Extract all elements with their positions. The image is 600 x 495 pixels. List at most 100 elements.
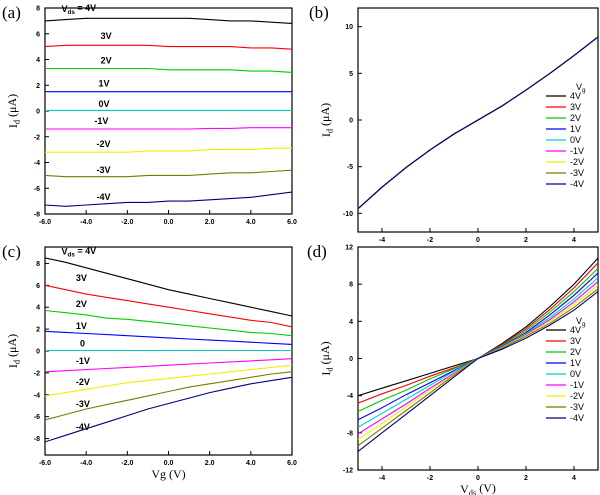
y-tick-label: 5: [349, 71, 353, 78]
chart-c: -6.0 -4.0 -2.0 0.0 2.0 4.0 6.0 -8 -6 -4 -2 0 2 4 6 8 Id …: [5, 246, 297, 481]
legend-title: Vg: [576, 316, 586, 328]
series-line--1V: [45, 358, 292, 373]
series-line-3V: [358, 262, 598, 404]
x-axis-label: Vg (V): [151, 467, 185, 481]
y-tick-label: 6: [36, 283, 40, 290]
series-annotation: Vds = 4V: [61, 246, 96, 259]
x-tick-label: 0.0: [164, 460, 174, 467]
series-annotation: -4V: [96, 192, 110, 202]
legend-label: -1V: [570, 146, 584, 156]
y-tick-label: -8: [347, 430, 353, 437]
series-line-0V: [358, 36, 598, 210]
x-tick-label: -2: [427, 475, 433, 482]
y-tick-label: -10: [343, 211, 353, 218]
series-annotation: 0: [80, 339, 85, 349]
legend-label: -3V: [570, 402, 584, 412]
series-line-2V: [45, 309, 292, 337]
x-tick-label: 0.0: [164, 219, 174, 226]
y-tick-label: -4: [347, 393, 353, 400]
legend-label: 3V: [570, 336, 581, 346]
series-line-4V: [358, 257, 598, 397]
y-axis-label: Id (μA): [318, 103, 335, 137]
x-tick-label: -2.0: [121, 219, 133, 226]
x-axis-label: Vds (V): [460, 481, 496, 495]
x-tick-label: -2: [427, 237, 433, 244]
series-line-2V: [45, 67, 292, 73]
y-tick-label: 0: [36, 109, 40, 116]
series-line--1V: [358, 280, 598, 435]
x-tick-label: 4.0: [246, 460, 256, 467]
y-tick-label: 0: [349, 356, 353, 363]
series-line--4V: [45, 191, 292, 207]
series-line-1V: [358, 36, 598, 210]
y-tick-label: 8: [36, 261, 40, 268]
x-tick-label: -6.0: [39, 460, 51, 467]
x-tick-label: -4: [379, 237, 385, 244]
series-line-4V: [45, 17, 292, 24]
series-annotation: -3V: [96, 165, 110, 175]
legend-label: -4V: [570, 179, 584, 189]
legend-label: 2V: [570, 347, 581, 357]
x-tick-label: -6.0: [39, 219, 51, 226]
series-line--2V: [358, 36, 598, 210]
series-annotation: -2V: [76, 377, 90, 387]
series-line-3V: [45, 284, 292, 328]
panel-label-d: (d): [307, 242, 327, 261]
x-tick-label: 4: [572, 475, 576, 482]
series-line-1V: [45, 330, 292, 345]
y-tick-label: -8: [34, 212, 40, 219]
legend-label: 3V: [570, 102, 581, 112]
legend-label: 0V: [570, 369, 581, 379]
legend-label: 1V: [570, 124, 581, 134]
series-annotation: 3V: [101, 31, 112, 41]
panel-label-b: (b): [309, 3, 329, 22]
y-axis-label: Id (μA): [5, 334, 22, 368]
legend-label: 1V: [570, 358, 581, 368]
x-tick-label: 2: [524, 237, 528, 244]
x-tick-label: 6.0: [287, 219, 297, 226]
x-tick-label: -4: [379, 475, 385, 482]
y-tick-label: 10: [345, 24, 353, 31]
series-line-2V: [358, 36, 598, 210]
series-line--1V: [358, 36, 598, 210]
y-tick-label: -6: [34, 186, 40, 193]
y-tick-label: -6: [34, 414, 40, 421]
y-axis-label: Id (μA): [5, 94, 22, 128]
series-line--4V: [358, 291, 598, 452]
x-tick-label: -4.0: [80, 460, 92, 467]
series-line--4V: [45, 376, 292, 443]
x-tick-label: 4: [572, 237, 576, 244]
legend-title: Vg: [576, 82, 586, 94]
y-tick-label: -8: [34, 436, 40, 443]
x-tick-label: 0: [476, 475, 480, 482]
y-tick-label: 6: [36, 31, 40, 38]
y-tick-label: 12: [345, 245, 353, 252]
x-tick-label: -2.0: [121, 460, 133, 467]
chart-d: -4 -2 0 2 4 -12 -8 -4 0 4 8 12 Id (μA) Vds (V) Vg4V3V2…: [318, 245, 599, 495]
panel-label-a: (a): [2, 3, 21, 22]
y-tick-label: 8: [36, 6, 40, 13]
series-annotation: 1V: [76, 321, 87, 331]
y-tick-label: 4: [36, 305, 40, 312]
series-line--1V: [45, 127, 292, 130]
series-line-3V: [45, 44, 292, 50]
y-tick-label: -2: [34, 370, 40, 377]
legend-label: -3V: [570, 168, 584, 178]
y-tick-label: -12: [343, 468, 353, 475]
y-tick-label: -4: [34, 160, 40, 167]
x-tick-label: 6.0: [287, 460, 297, 467]
x-tick-label: 2: [524, 475, 528, 482]
series-line--2V: [45, 364, 292, 397]
y-tick-label: -2: [34, 134, 40, 141]
y-axis-label: Id (μA): [318, 341, 335, 375]
y-tick-label: 2: [36, 83, 40, 90]
series-line-3V: [358, 36, 598, 210]
series-annotation: Vds = 4V: [61, 3, 96, 16]
series-annotation: 1V: [99, 79, 110, 89]
y-tick-label: 4: [36, 57, 40, 64]
x-tick-label: 0: [476, 237, 480, 244]
series-annotation: -3V: [76, 399, 90, 409]
x-tick-label: 4.0: [246, 219, 256, 226]
plot-frame: [44, 7, 293, 215]
